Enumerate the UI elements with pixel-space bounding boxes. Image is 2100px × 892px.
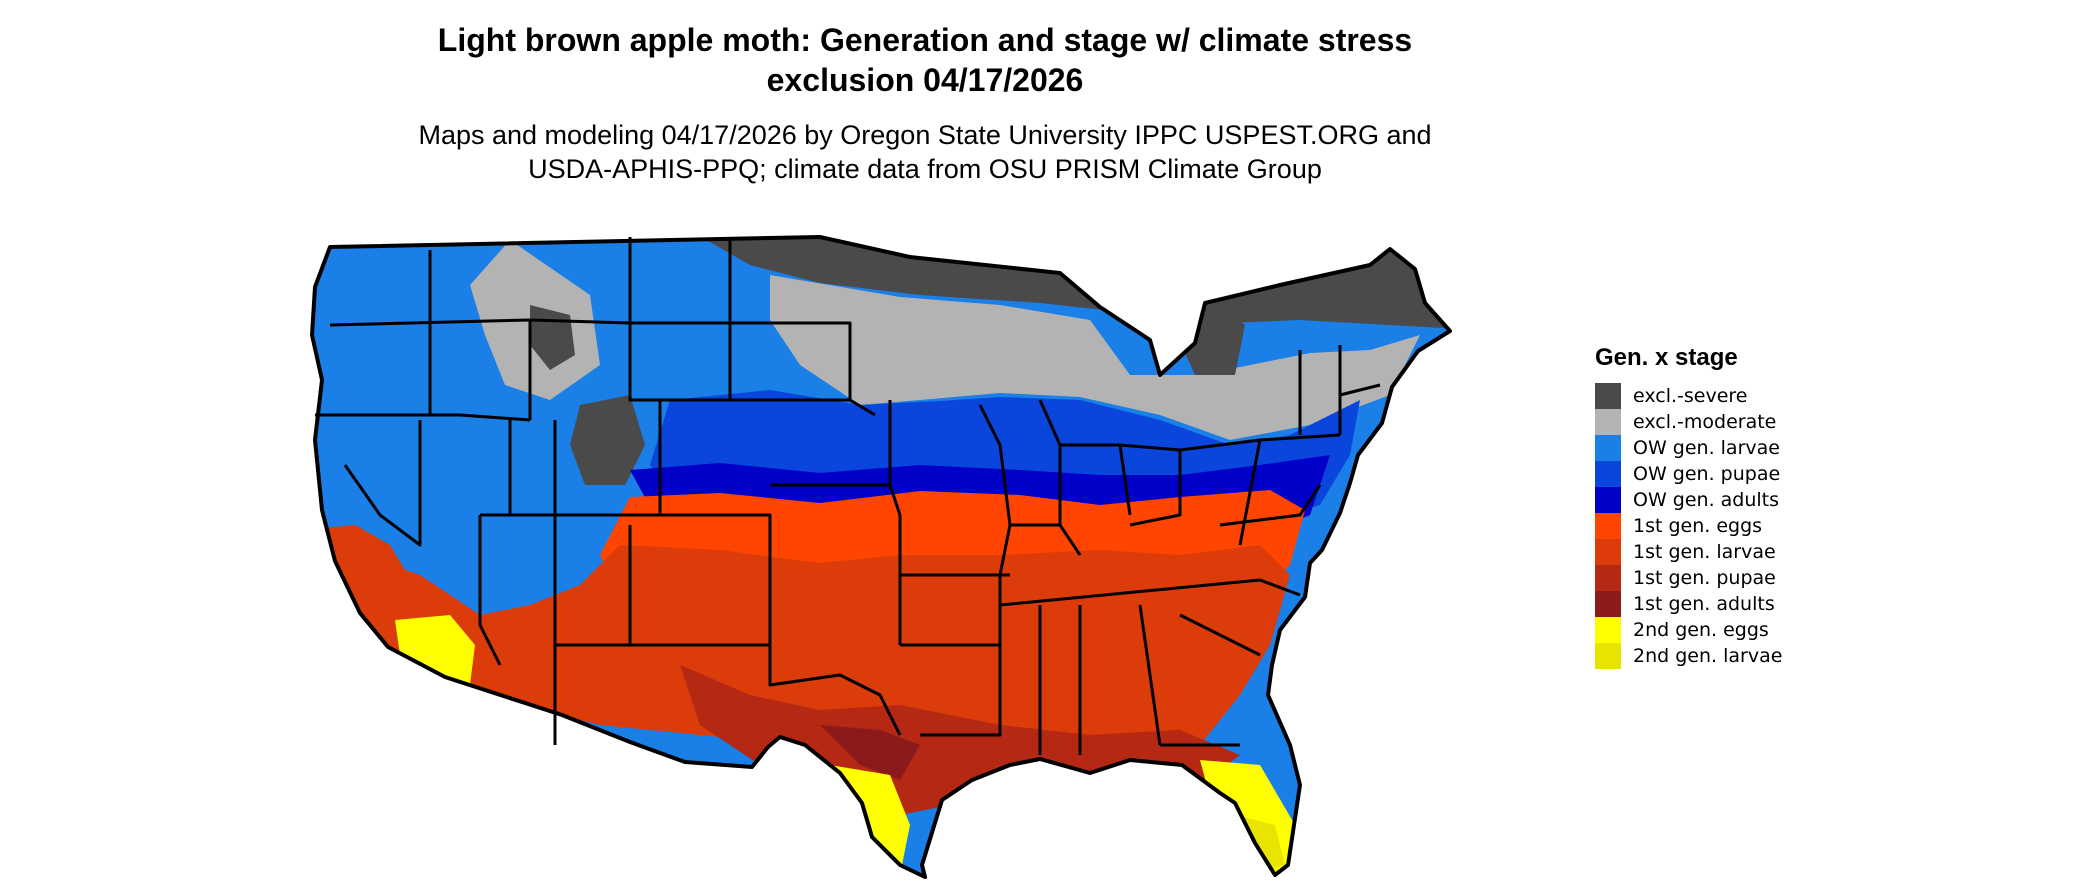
legend-item-excl-moderate: excl.-moderate: [1595, 409, 1895, 435]
state-border: [1138, 604, 1162, 746]
state-border: [630, 643, 902, 736]
region-excl-moderate: [770, 275, 1420, 440]
state-border: [1119, 443, 1182, 527]
legend-label: excl.-severe: [1633, 385, 1748, 407]
map-title-line-1: Light brown apple moth: Generation and s…: [437, 22, 1413, 58]
legend-item-2nd-gen-larvae: 2nd gen. larvae: [1595, 643, 1895, 669]
legend-label: OW gen. pupae: [1633, 463, 1781, 485]
legend-label: 1st gen. pupae: [1633, 567, 1776, 589]
legend-swatch: [1595, 487, 1621, 513]
legend-item-1st-gen-eggs: 1st gen. eggs: [1595, 513, 1895, 539]
state-boundaries: [315, 237, 1381, 755]
state-border: [660, 513, 772, 645]
legend-swatch: [1595, 435, 1621, 461]
map-title-line-2: exclusion 04/17/2026: [766, 62, 1084, 98]
legend-label: OW gen. adults: [1633, 489, 1780, 511]
state-border: [478, 515, 502, 666]
legend-swatch: [1595, 461, 1621, 487]
legend-swatch: [1595, 617, 1621, 643]
state-border: [730, 321, 852, 400]
map-subtitle-line-2: USDA-APHIS-PPQ; climate data from OSU PR…: [528, 154, 1322, 184]
legend-label: 2nd gen. larvae: [1633, 645, 1783, 667]
state-border: [1238, 439, 1262, 546]
legend-label: 1st gen. eggs: [1633, 515, 1763, 537]
state-border: [1339, 383, 1381, 397]
legend-item-1st-gen-larvae: 1st gen. larvae: [1595, 539, 1895, 565]
state-border: [528, 237, 632, 420]
legend-item-2nd-gen-eggs: 2nd gen. eggs: [1595, 617, 1895, 643]
state-border: [999, 578, 1301, 607]
us-map: [300, 225, 1570, 890]
region-excl-severe-colorado: [570, 395, 645, 485]
state-border: [1219, 484, 1322, 527]
legend-swatch: [1595, 409, 1621, 435]
legend-item-ow-adults: OW gen. adults: [1595, 487, 1895, 513]
state-border: [315, 413, 531, 422]
legend-label: excl.-moderate: [1633, 411, 1777, 433]
state-border: [628, 323, 732, 402]
legend-swatch: [1595, 513, 1621, 539]
legend-item-ow-pupae: OW gen. pupae: [1595, 461, 1895, 487]
legend-swatch: [1595, 539, 1621, 565]
state-border: [343, 420, 422, 547]
stage-regions: [312, 237, 1450, 877]
legend-label: 2nd gen. eggs: [1633, 619, 1769, 641]
legend-label: 1st gen. adults: [1633, 593, 1775, 615]
state-border: [480, 513, 630, 647]
legend-label: 1st gen. larvae: [1633, 541, 1776, 563]
legend-item-ow-larvae: OW gen. larvae: [1595, 435, 1895, 461]
legend-swatch: [1595, 591, 1621, 617]
map-title: Light brown apple moth: Generation and s…: [300, 20, 1550, 100]
legend-swatch: [1595, 643, 1621, 669]
legend-item-excl-severe: excl.-severe: [1595, 383, 1895, 409]
legend-item-1st-gen-adults: 1st gen. adults: [1595, 591, 1895, 617]
region-1st-gen-adults: [820, 725, 920, 780]
us-map-svg: [310, 235, 1452, 879]
map-subtitle: Maps and modeling 04/17/2026 by Oregon S…: [300, 118, 1550, 186]
legend-title: Gen. x stage: [1595, 344, 1738, 371]
legend-item-1st-gen-pupae: 1st gen. pupae: [1595, 565, 1895, 591]
map-subtitle-line-1: Maps and modeling 04/17/2026 by Oregon S…: [418, 120, 1432, 150]
legend-label: OW gen. larvae: [1633, 437, 1780, 459]
legend-swatch: [1595, 383, 1621, 409]
state-border: [900, 643, 1002, 737]
title-block: Light brown apple moth: Generation and s…: [300, 20, 1550, 186]
legend: Gen. x stage excl.-severe excl.-moderate…: [1595, 343, 1895, 669]
state-border: [1179, 613, 1261, 657]
legend-swatch: [1595, 565, 1621, 591]
